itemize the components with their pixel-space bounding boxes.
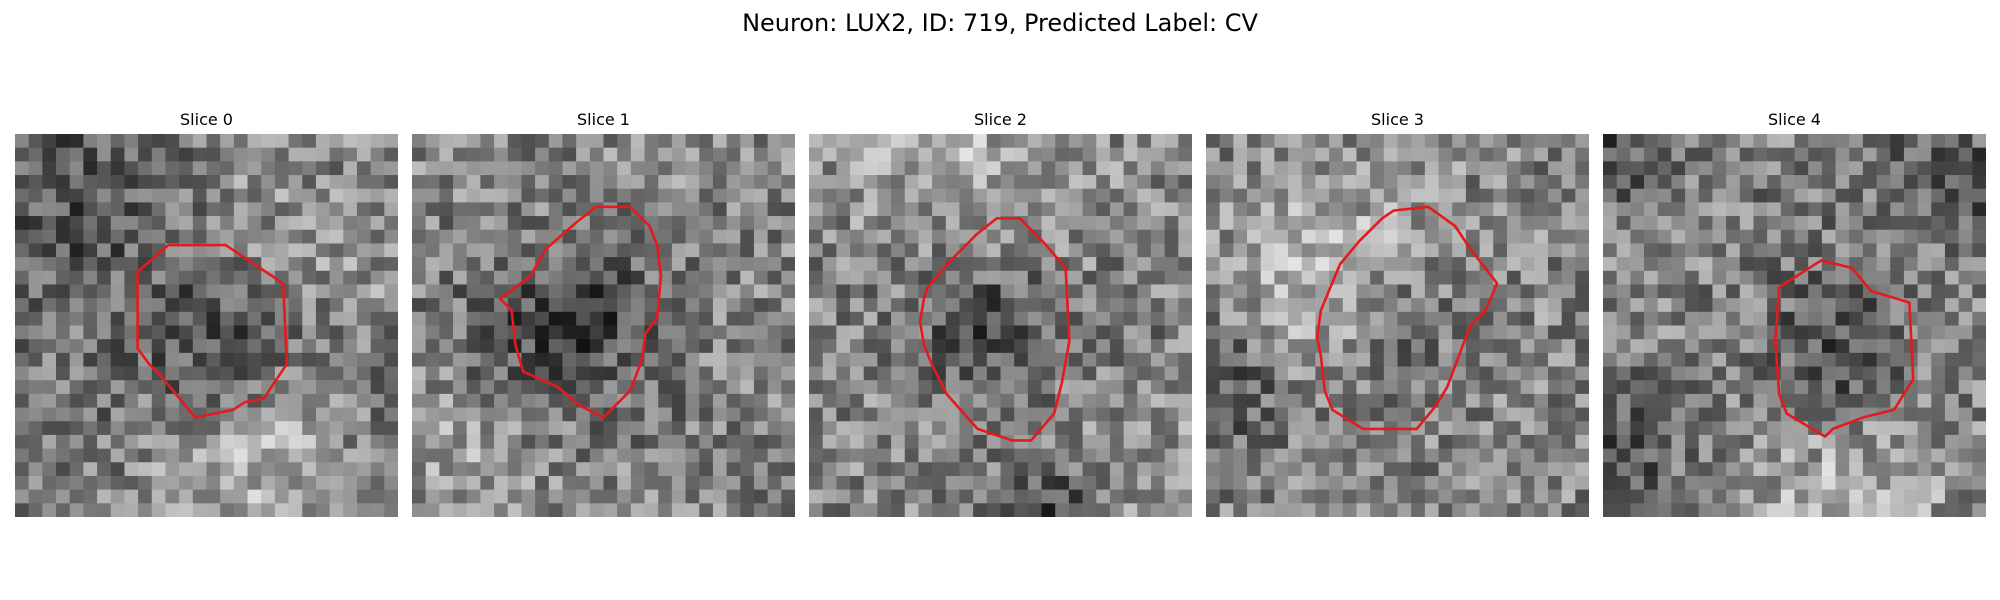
slice-4-panel [1603, 134, 1986, 517]
panel-title-slice-4: Slice 4 [1768, 110, 1821, 129]
slice-pixels [15, 134, 398, 517]
panel-title-slice-3: Slice 3 [1371, 110, 1424, 129]
slice-0-panel [15, 134, 398, 517]
figure-title: Neuron: LUX2, ID: 719, Predicted Label: … [742, 9, 1258, 37]
roi-contour [136, 243, 289, 419]
slice-3-panel [1206, 134, 1589, 517]
slice-4-image [1603, 134, 1986, 517]
slice-pixels [1206, 134, 1589, 517]
panel-title-slice-2: Slice 2 [974, 110, 1027, 129]
slice-2-image [809, 134, 1192, 517]
panel-title-slice-1: Slice 1 [577, 110, 630, 129]
slice-pixels [412, 134, 795, 517]
panel-title-slice-0: Slice 0 [180, 110, 233, 129]
slice-3-image [1206, 134, 1589, 517]
slice-0-image [15, 134, 398, 517]
roi-contour [498, 205, 663, 419]
slice-2-panel [809, 134, 1192, 517]
slice-pixels [809, 134, 1192, 517]
slice-1-image [412, 134, 795, 517]
slice-pixels [1603, 134, 1986, 517]
roi-contour [918, 217, 1071, 442]
roi-contour [1774, 259, 1915, 438]
slice-1-panel [412, 134, 795, 517]
roi-contour [1315, 205, 1499, 431]
